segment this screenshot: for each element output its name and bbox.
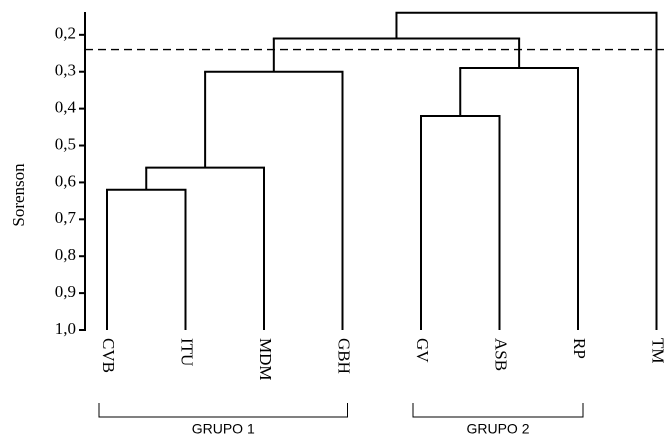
y-tick-label: 1,0 (55, 319, 76, 338)
group-bracket (98, 403, 348, 418)
group-label: GRUPO 1 (192, 421, 255, 437)
y-tick-label: 0,8 (55, 245, 76, 264)
y-tick-label: 0,4 (55, 98, 77, 117)
leaf-label: RP (570, 338, 589, 359)
leaf-label: ITU (178, 338, 197, 366)
y-tick-label: 0,9 (55, 282, 76, 301)
leaf-label: CVB (99, 338, 118, 373)
y-tick-label: 0,3 (55, 61, 76, 80)
leaf-label: MDM (256, 338, 275, 381)
y-axis-label: Sorenson (9, 163, 28, 227)
y-tick-label: 0,7 (55, 208, 77, 227)
y-tick-label: 0,2 (55, 24, 76, 43)
group-bracket (412, 403, 584, 418)
leaf-label: GBH (335, 338, 354, 374)
group-label: GRUPO 2 (466, 421, 529, 437)
y-tick-label: 0,5 (55, 134, 76, 153)
leaf-label: ASB (492, 338, 511, 371)
leaf-label: TM (649, 338, 664, 364)
y-tick-label: 0,6 (55, 171, 76, 190)
leaf-label: GV (413, 338, 432, 363)
